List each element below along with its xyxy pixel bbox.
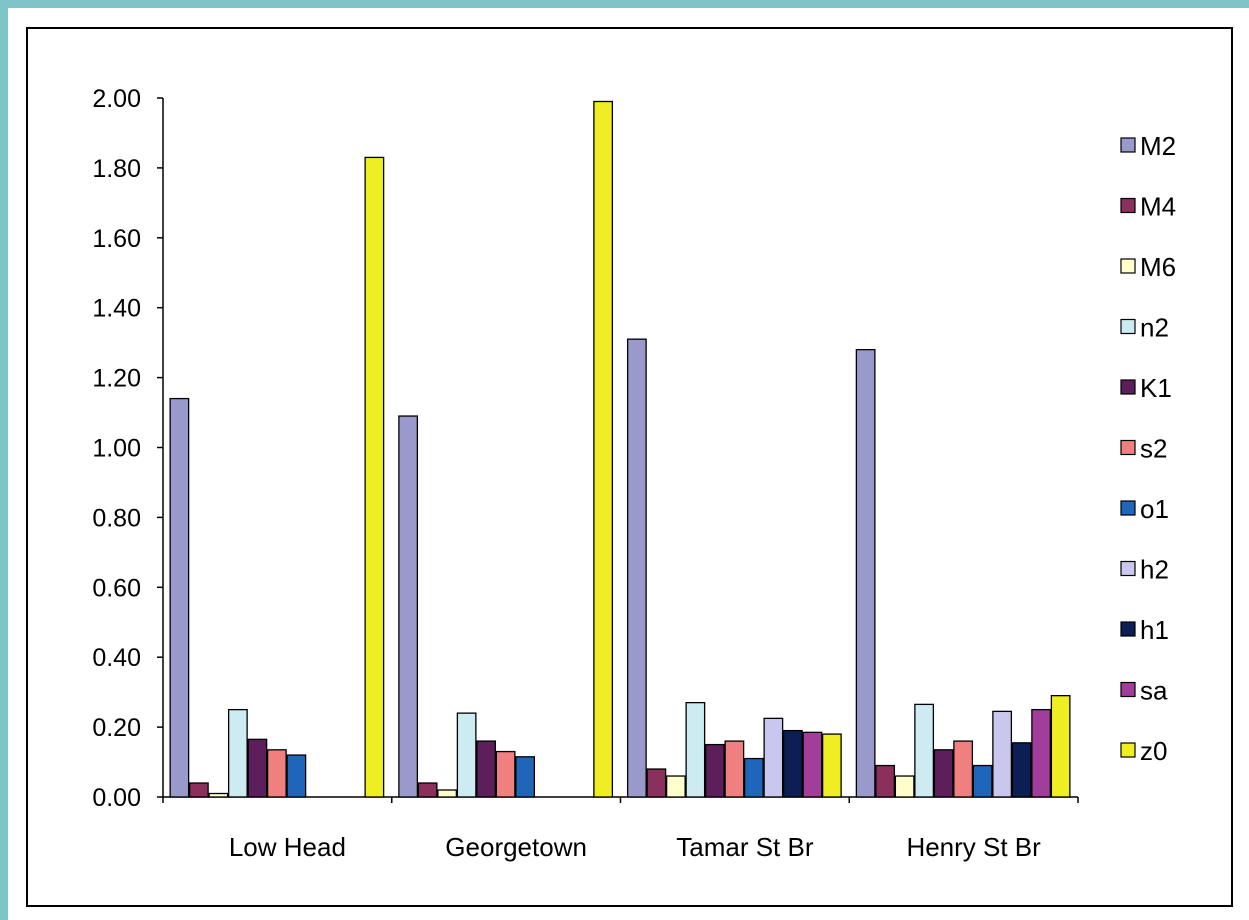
bar-z0-2 xyxy=(821,733,842,798)
y-tick-label: 1.20 xyxy=(92,365,141,393)
x-tick-label: Georgetown xyxy=(445,832,587,862)
bar-s2-0 xyxy=(266,749,287,798)
legend-label-K1: K1 xyxy=(1140,373,1172,403)
y-tick-label: 1.00 xyxy=(92,435,141,463)
bar-M6-0 xyxy=(208,792,229,798)
legend-label-h1: h1 xyxy=(1140,615,1169,645)
y-tick-label: 1.80 xyxy=(92,155,141,183)
legend-label-M2: M2 xyxy=(1140,131,1176,161)
legend-swatch-h2 xyxy=(1120,560,1136,577)
bar-M4-0 xyxy=(188,782,209,798)
bar-n2-2 xyxy=(685,701,706,798)
legend-swatch-K1 xyxy=(1120,379,1136,395)
bar-chart: 0.00 0.20 0.40 0.60 0.80 1.00 1.20 1.40 1.60 1.80… xyxy=(26,27,1233,907)
legend-swatch-sa xyxy=(1120,681,1136,698)
bar-n2-0 xyxy=(227,708,248,798)
bar-M4-2 xyxy=(646,768,667,798)
bar-h1-3 xyxy=(1011,742,1032,798)
legend-swatch-M6 xyxy=(1120,258,1136,274)
bar-n2-3 xyxy=(914,703,935,798)
bar-sa-2 xyxy=(802,731,823,798)
bar-s2-2 xyxy=(724,740,745,798)
bar-n2-1 xyxy=(456,712,477,798)
legend-swatch-o1 xyxy=(1120,500,1136,516)
y-tick-label: 0.80 xyxy=(92,504,141,532)
legend-swatch-n2 xyxy=(1120,318,1136,335)
y-tick-label: 1.40 xyxy=(92,295,141,323)
x-tick-label: Henry St Br xyxy=(906,832,1041,862)
legend-label-z0: z0 xyxy=(1140,736,1167,766)
bar-M6-1 xyxy=(437,789,458,798)
bar-s2-1 xyxy=(495,750,516,798)
legend-swatch-s2 xyxy=(1120,439,1136,456)
x-tick-label: Tamar St Br xyxy=(676,832,814,862)
bar-z0-1 xyxy=(593,100,614,798)
bar-h1-2 xyxy=(782,729,803,798)
legend-label-s2: s2 xyxy=(1140,434,1167,464)
bar-M6-2 xyxy=(665,775,686,798)
bar-M6-3 xyxy=(894,775,915,798)
legend-label-sa: sa xyxy=(1140,676,1168,706)
bar-o1-3 xyxy=(972,764,993,798)
legend-swatch-h1 xyxy=(1120,621,1136,637)
bar-o1-1 xyxy=(515,756,536,798)
y-tick-label: 1.60 xyxy=(92,225,141,253)
bar-M2-2 xyxy=(626,338,647,798)
bar-o1-2 xyxy=(743,757,764,798)
bar-h2-2 xyxy=(763,717,784,798)
y-tick-label: 0.40 xyxy=(92,644,141,672)
y-tick-label: 2.00 xyxy=(92,85,141,113)
chart-frame: 0.00 0.20 0.40 0.60 0.80 1.00 1.20 1.40 1.60 1.80… xyxy=(8,8,1249,920)
bar-M2-1 xyxy=(398,415,419,798)
legend-swatch-z0 xyxy=(1120,742,1136,758)
y-tick-label: 0.20 xyxy=(92,714,141,742)
bar-h2-3 xyxy=(992,710,1013,798)
chart-border xyxy=(26,27,1233,907)
legend-label-n2: n2 xyxy=(1140,313,1169,343)
bar-o1-0 xyxy=(286,754,307,798)
y-tick-label: 0.60 xyxy=(92,574,141,602)
bar-K1-1 xyxy=(476,740,497,798)
legend-label-M4: M4 xyxy=(1140,192,1176,222)
bar-s2-3 xyxy=(953,740,974,798)
legend-label-o1: o1 xyxy=(1140,494,1169,524)
bar-z0-0 xyxy=(364,156,385,798)
legend-swatch-M4 xyxy=(1120,197,1136,214)
legend-swatch-M2 xyxy=(1120,137,1136,153)
legend-label-M6: M6 xyxy=(1140,252,1176,282)
y-tick-label: 0.00 xyxy=(92,784,141,812)
bar-K1-0 xyxy=(247,738,268,798)
bar-M4-1 xyxy=(417,782,438,798)
bar-K1-3 xyxy=(933,749,954,798)
x-tick-label: Low Head xyxy=(229,832,346,862)
bar-M4-3 xyxy=(875,764,896,798)
bar-K1-2 xyxy=(704,743,725,798)
bar-M2-0 xyxy=(169,397,190,798)
bar-M2-3 xyxy=(855,348,876,798)
bar-z0-3 xyxy=(1050,694,1071,798)
legend-label-h2: h2 xyxy=(1140,555,1169,585)
bar-sa-3 xyxy=(1031,708,1052,798)
